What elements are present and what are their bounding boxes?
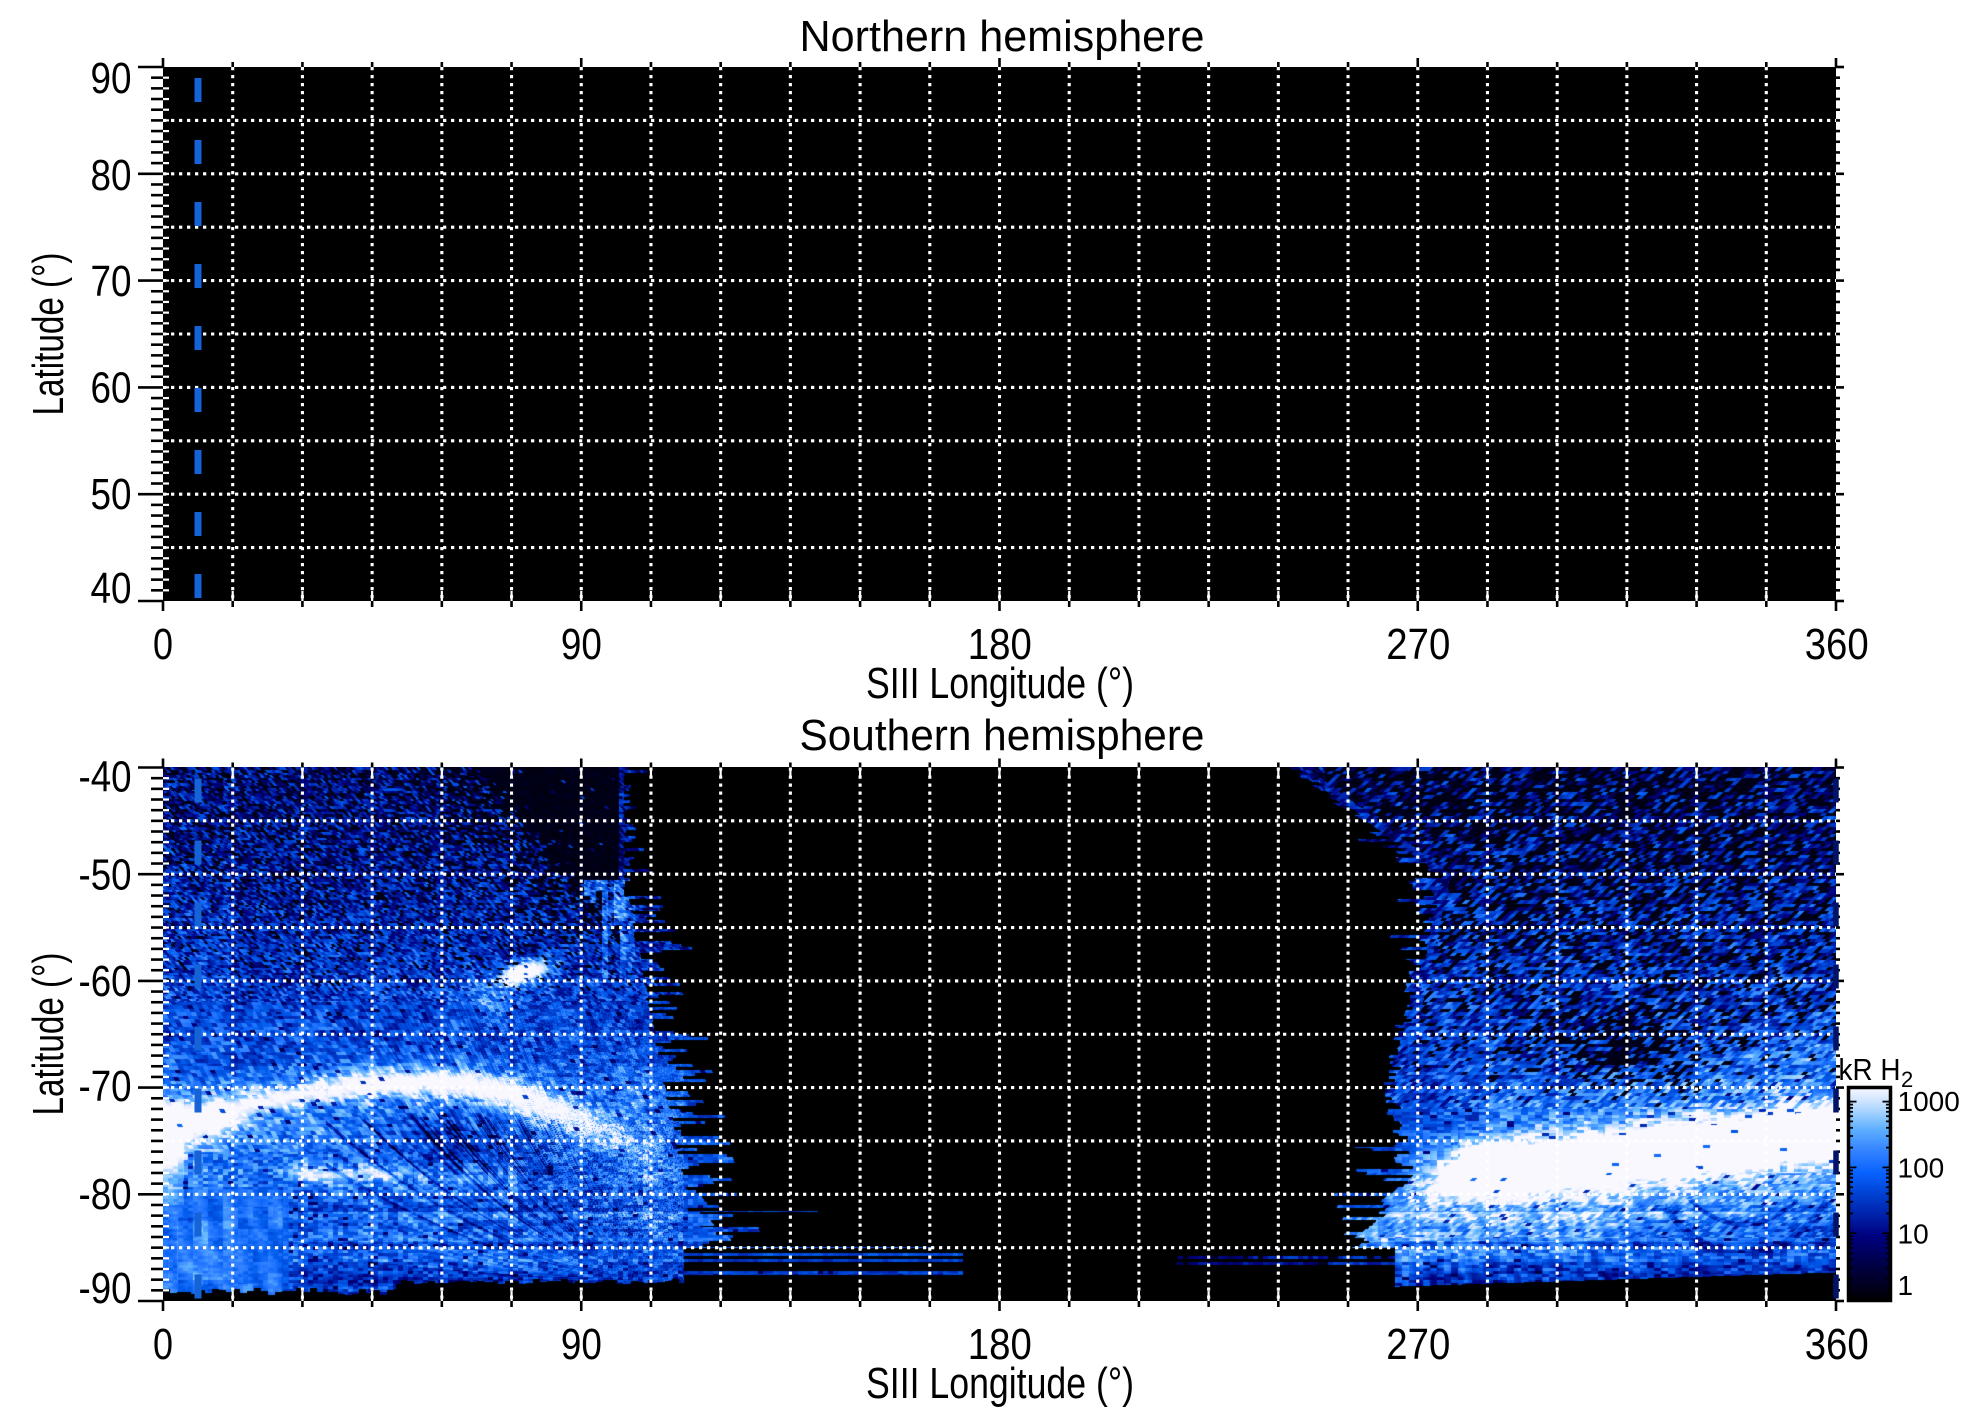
svg-text:50: 50 (91, 470, 132, 519)
svg-text:270: 270 (1386, 620, 1450, 669)
svg-text:kR H: kR H (1839, 1052, 1901, 1087)
svg-text:0: 0 (153, 1320, 173, 1369)
svg-text:Southern hemisphere: Southern hemisphere (800, 711, 1205, 760)
svg-text:-60: -60 (79, 957, 132, 1006)
svg-text:180: 180 (968, 1320, 1032, 1369)
svg-text:-80: -80 (79, 1170, 132, 1219)
svg-text:Latitude (°): Latitude (°) (24, 253, 73, 416)
svg-text:40: 40 (91, 564, 132, 613)
svg-text:90: 90 (91, 54, 132, 103)
svg-text:Northern hemisphere: Northern hemisphere (800, 12, 1205, 61)
svg-text:270: 270 (1386, 1320, 1450, 1369)
svg-text:100: 100 (1898, 1153, 1945, 1184)
svg-text:60: 60 (91, 364, 132, 413)
svg-text:1000: 1000 (1898, 1086, 1960, 1117)
svg-text:Latitude (°): Latitude (°) (24, 953, 73, 1116)
svg-text:-70: -70 (79, 1062, 132, 1111)
svg-text:90: 90 (561, 620, 602, 669)
svg-text:SIII Longitude (°): SIII Longitude (°) (866, 659, 1134, 708)
svg-text:70: 70 (91, 257, 132, 306)
svg-text:180: 180 (968, 620, 1032, 669)
svg-text:360: 360 (1805, 1320, 1869, 1369)
svg-text:80: 80 (91, 151, 132, 200)
svg-text:-40: -40 (79, 753, 132, 802)
svg-text:90: 90 (561, 1320, 602, 1369)
svg-text:10: 10 (1898, 1218, 1929, 1249)
svg-text:-90: -90 (79, 1264, 132, 1313)
svg-text:360: 360 (1805, 620, 1869, 669)
svg-text:0: 0 (153, 620, 173, 669)
svg-text:2: 2 (1901, 1067, 1913, 1092)
svg-text:SIII Longitude (°): SIII Longitude (°) (866, 1359, 1134, 1408)
svg-text:-50: -50 (79, 850, 132, 899)
svg-text:1: 1 (1898, 1270, 1914, 1301)
